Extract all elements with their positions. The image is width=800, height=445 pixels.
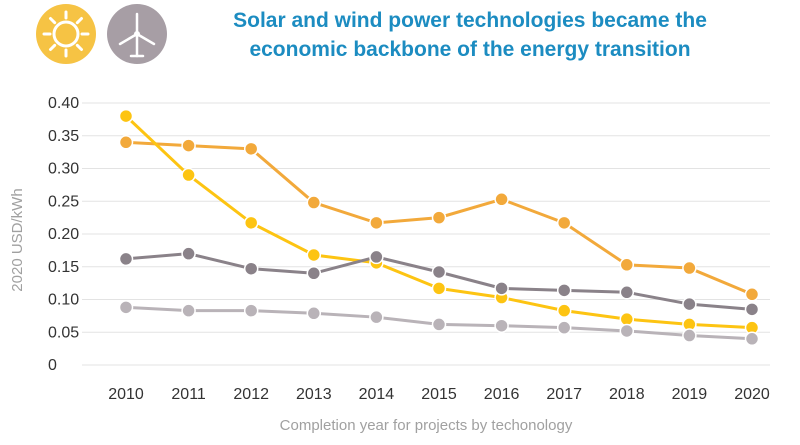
x-tick-label: 2013 [296, 386, 332, 403]
series-1-point [556, 215, 572, 231]
y-axis-title: 2020 USD/kWh [9, 188, 26, 291]
series-1-point [744, 287, 760, 302]
series-3-point [431, 264, 447, 280]
series-2-point [243, 215, 259, 231]
series-1-point [494, 192, 509, 207]
series-3-point [243, 261, 259, 276]
chart-title: Solar and wind power technologies became… [185, 6, 755, 64]
y-tick-label: 0.15 [48, 259, 79, 276]
series-3-point [619, 285, 635, 300]
x-tick-label: 2010 [108, 386, 144, 403]
series-2-point [431, 281, 447, 296]
series-1-point [243, 141, 259, 157]
series-3-point [181, 246, 196, 261]
series-3-point [682, 296, 697, 312]
series-1-point [306, 195, 322, 210]
series-1-point [431, 210, 447, 225]
x-tick-label: 2019 [672, 386, 708, 403]
y-tick-label: 0.30 [48, 161, 79, 178]
series-2-point [181, 167, 196, 183]
series-2-point [556, 303, 572, 318]
y-tick-label: 0 [48, 357, 57, 374]
series-4-point [369, 309, 384, 325]
series-4-point [556, 320, 572, 335]
series-2-point [118, 108, 134, 124]
x-tick-label: 2014 [359, 386, 395, 403]
series-4-point [682, 328, 697, 343]
series-1-point [619, 257, 635, 273]
wind-turbine-icon [107, 4, 167, 64]
series-3-point [744, 302, 760, 317]
x-tick-label: 2017 [546, 386, 582, 403]
series-2-point [306, 247, 322, 263]
x-tick-label: 2012 [233, 386, 269, 403]
series-4-point [744, 331, 760, 347]
series-4-point [306, 306, 322, 321]
x-axis-title: Completion year for projects by techonol… [280, 417, 573, 434]
series-1-point [682, 260, 697, 276]
series-3-point [306, 266, 322, 281]
series-4-point [431, 317, 447, 332]
series-3-point [369, 249, 384, 265]
x-tick-label: 2016 [484, 386, 520, 403]
series-4-point [181, 303, 196, 318]
series-3-point [556, 283, 572, 298]
y-tick-label: 0.20 [48, 226, 79, 243]
y-tick-label: 0.35 [48, 128, 79, 145]
y-tick-label: 0.40 [48, 95, 79, 112]
sun-icon [36, 4, 96, 64]
y-tick-label: 0.10 [48, 292, 79, 309]
y-tick-label: 0.05 [48, 324, 79, 341]
chart-title-line-2: economic backbone of the energy transiti… [249, 38, 691, 61]
series-4-point [619, 323, 635, 339]
series-4-point [118, 300, 134, 315]
series-4-point [243, 303, 259, 318]
x-tick-label: 2011 [171, 386, 206, 403]
series-1-point [181, 138, 196, 153]
y-tick-label: 0.25 [48, 193, 79, 210]
series-1-point [118, 135, 134, 150]
series-1-point [369, 215, 384, 231]
series-3-point [118, 251, 134, 267]
x-tick-label: 2020 [734, 386, 770, 403]
x-tick-label: 2015 [421, 386, 457, 403]
chart-title-line-1: Solar and wind power technologies became… [233, 9, 707, 32]
x-tick-label: 2018 [609, 386, 645, 403]
series-4-point [494, 318, 509, 333]
series-3-point [494, 281, 509, 296]
